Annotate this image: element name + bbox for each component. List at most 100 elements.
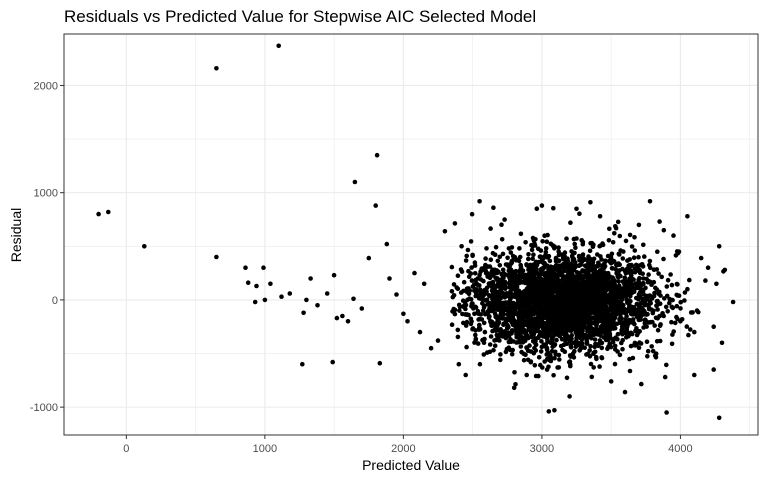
data-point <box>567 313 572 318</box>
data-point <box>553 279 559 284</box>
data-point <box>508 318 513 323</box>
data-point <box>517 246 522 251</box>
data-point <box>572 250 577 256</box>
data-point <box>500 251 506 257</box>
data-point <box>602 331 608 337</box>
data-point <box>590 295 596 301</box>
data-point <box>574 332 580 338</box>
data-point <box>330 359 336 365</box>
data-point <box>656 271 661 276</box>
data-point <box>629 244 635 249</box>
data-point <box>472 271 478 276</box>
data-point <box>515 279 520 285</box>
data-point <box>463 323 469 328</box>
data-point <box>500 279 506 285</box>
data-point <box>470 284 476 289</box>
data-point <box>562 317 568 322</box>
data-point <box>493 283 499 289</box>
data-point <box>661 256 666 262</box>
data-point <box>559 272 564 277</box>
data-point <box>647 293 653 299</box>
data-point <box>633 328 638 334</box>
data-point <box>674 281 680 287</box>
data-point <box>474 293 480 298</box>
data-point <box>572 293 577 299</box>
x-tick-label: 2000 <box>391 443 415 455</box>
data-point <box>480 337 485 343</box>
data-point <box>688 310 694 315</box>
data-point <box>544 239 550 244</box>
data-point <box>557 314 562 319</box>
data-point <box>637 329 642 334</box>
data-point <box>451 282 457 287</box>
data-point <box>620 256 626 261</box>
data-point <box>457 308 462 313</box>
data-point <box>499 222 504 227</box>
data-point <box>502 217 507 222</box>
data-point <box>488 302 493 308</box>
data-point <box>604 285 609 290</box>
data-point <box>482 329 488 335</box>
data-point <box>577 257 582 263</box>
data-point <box>655 315 660 321</box>
data-point <box>567 353 573 358</box>
data-point <box>538 349 544 354</box>
data-point <box>618 303 623 308</box>
data-point <box>620 320 625 325</box>
data-point <box>663 304 669 310</box>
data-point <box>261 265 266 271</box>
data-point <box>521 306 527 311</box>
data-point <box>614 311 620 317</box>
data-point <box>455 273 461 279</box>
data-point <box>569 270 575 276</box>
data-point <box>495 319 500 325</box>
data-point <box>711 367 716 372</box>
data-point <box>612 278 617 283</box>
data-point <box>622 269 628 274</box>
data-point <box>591 283 596 288</box>
data-point <box>607 226 612 232</box>
data-point <box>688 327 693 332</box>
data-point <box>529 334 535 340</box>
data-point <box>499 311 504 317</box>
data-point <box>609 266 615 271</box>
data-point <box>462 299 468 305</box>
data-point <box>590 328 595 334</box>
data-point <box>562 307 568 313</box>
data-point <box>603 258 609 264</box>
data-point <box>526 256 531 262</box>
data-point <box>571 319 577 324</box>
data-point <box>518 344 524 349</box>
data-point <box>96 211 101 217</box>
data-point <box>628 308 634 314</box>
data-point <box>456 361 462 367</box>
data-point <box>525 348 531 354</box>
data-point <box>300 361 305 367</box>
data-point <box>655 249 660 254</box>
data-point <box>421 281 427 287</box>
data-point <box>562 349 568 355</box>
data-point <box>579 306 584 312</box>
data-point <box>529 322 535 328</box>
data-point <box>657 323 663 329</box>
y-tick-label: 2000 <box>34 80 58 92</box>
data-point <box>564 341 570 347</box>
data-point <box>463 372 469 378</box>
data-point <box>555 322 560 328</box>
data-point <box>659 274 664 280</box>
data-point <box>644 324 649 329</box>
data-point <box>602 270 608 275</box>
data-point <box>516 274 522 279</box>
data-point <box>334 315 340 321</box>
data-point <box>464 344 469 350</box>
data-point <box>538 289 543 294</box>
data-point <box>458 290 464 295</box>
data-point <box>658 293 663 298</box>
data-point <box>565 256 570 262</box>
data-point <box>472 304 478 310</box>
data-point <box>661 313 666 319</box>
data-point <box>578 262 584 267</box>
data-point <box>405 319 410 324</box>
data-point <box>455 334 461 340</box>
